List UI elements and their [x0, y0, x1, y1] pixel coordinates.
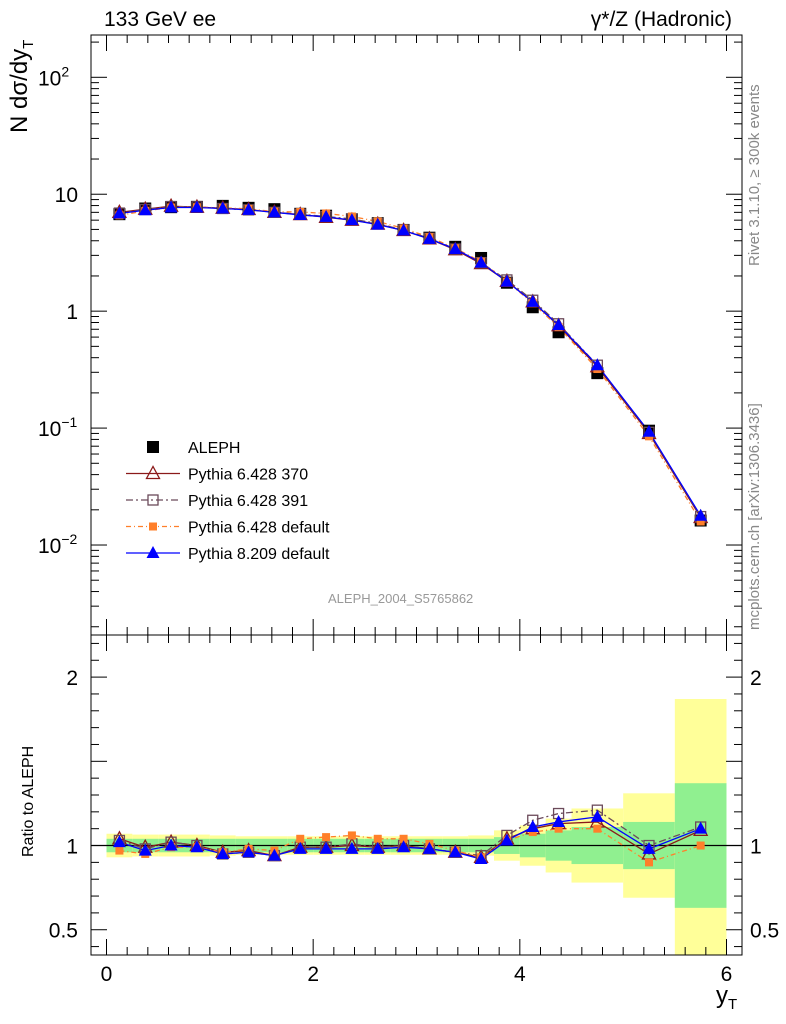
- lower-y-tick-label: 1: [66, 836, 78, 859]
- upper-point-pythia-8-209-default: [242, 202, 256, 215]
- upper-point-pythia-8-209-default: [694, 508, 708, 521]
- ratio-point-pythia-8-209-default: [642, 841, 656, 854]
- upper-point-pythia-8-209-default: [138, 203, 152, 216]
- upper-y-tick-label: 10−1: [38, 414, 78, 441]
- upper-point-pythia-8-209-default: [293, 207, 307, 220]
- ratio-point-pythia-8-209-default: [397, 840, 411, 853]
- lower-y-tick-label-right: 2: [750, 667, 762, 690]
- upper-point-pythia-8-209-default: [642, 424, 656, 437]
- rivet-version-label: Rivet 3.1.10, ≥ 300k events: [746, 84, 763, 266]
- lower-y-tick-label: 2: [66, 667, 78, 690]
- upper-point-pythia-8-209-default: [590, 358, 604, 371]
- upper-point-pythia-8-209-default: [319, 209, 333, 222]
- upper-point-pythia-8-209-default: [500, 274, 514, 287]
- ratio-point-pythia-8-209-default: [319, 841, 333, 854]
- x-tick-label: 4: [514, 963, 526, 986]
- upper-y-tick-label: 10: [55, 184, 78, 207]
- header-left-label: 133 GeV ee: [104, 8, 217, 31]
- upper-point-pythia-8-209-default: [552, 318, 566, 331]
- ratio-point-pythia-6-428-default: [296, 834, 305, 843]
- lower-y-tick-label: 0.5: [49, 920, 78, 943]
- ratio-point-pythia-8-209-default: [422, 841, 436, 854]
- ratio-plot-area: 0 2 4 6 0.5 0.5 1 1 2 2: [49, 634, 779, 986]
- upper-y-tick-exponent: 2: [61, 63, 69, 79]
- legend-marker-pythia-6-428-370: [145, 465, 161, 480]
- ratio-point-pythia-8-209-default: [345, 841, 359, 854]
- ratio-point-pythia-8-209-default: [216, 846, 230, 859]
- ratio-point-pythia-8-209-default: [112, 835, 126, 848]
- ratio-point-pythia-6-428-default: [115, 846, 124, 855]
- upper-point-pythia-8-209-default: [112, 206, 126, 219]
- upper-y-tick-exponent: −1: [61, 414, 77, 430]
- ratio-point-pythia-6-428-default: [528, 828, 537, 837]
- legend-label-pythia-6-428-391: Pythia 6.428 391: [188, 493, 308, 510]
- ratio-point-pythia-8-209-default: [138, 843, 152, 856]
- upper-y-tick-exponent: −2: [61, 531, 77, 547]
- ratio-point-pythia-8-209-default: [190, 840, 204, 853]
- lower-y-tick-label-right: 0.5: [750, 920, 779, 943]
- legend-label-aleph: ALEPH: [188, 440, 240, 457]
- upper-point-pythia-6-428-default: [696, 517, 705, 526]
- ratio-point-pythia-6-428-default: [399, 834, 408, 843]
- ratio-point-pythia-8-209-default: [164, 838, 178, 851]
- ratio-point-pythia-6-428-default: [645, 858, 653, 867]
- ratio-point-pythia-8-209-default: [448, 845, 462, 858]
- x-tick-label: 6: [721, 963, 733, 986]
- upper-point-pythia-8-209-default: [216, 201, 230, 214]
- upper-point-pythia-8-209-default: [448, 242, 462, 255]
- upper-point-pythia-8-209-default: [267, 205, 281, 218]
- ratio-point-pythia-6-428-default: [554, 824, 563, 833]
- ratio-point-pythia-6-428-default: [347, 831, 356, 840]
- lower-y-tick-label-right: 1: [750, 836, 762, 859]
- legend-label-pythia-6-428-default: Pythia 6.428 default: [188, 520, 330, 537]
- ratio-point-pythia-8-209-default: [526, 820, 540, 832]
- ratio-point-pythia-6-428-default: [322, 833, 331, 842]
- upper-point-pythia-8-209-default: [190, 200, 204, 213]
- legend-marker-pythia-6-428-default: [149, 522, 157, 531]
- ratio-point-pythia-6-428-default: [593, 824, 602, 833]
- legend-marker-pythia-6-428-391: [147, 494, 159, 506]
- upper-point-pythia-8-209-default: [526, 294, 540, 307]
- mcplots-reference-label: mcplots.cern.ch [arXiv:1306.3436]: [746, 403, 763, 630]
- legend-label-pythia-6-428-370: Pythia 6.428 370: [188, 467, 308, 484]
- x-axis-label: yT: [716, 982, 738, 1013]
- analysis-watermark: ALEPH_2004_S5765862: [328, 591, 474, 606]
- ratio-point-pythia-8-209-default: [552, 814, 566, 827]
- ratio-point-pythia-8-209-default: [694, 821, 708, 834]
- upper-point-pythia-8-209-default: [422, 231, 436, 244]
- upper-plot-frame: [90, 34, 743, 636]
- ratio-point-pythia-8-209-default: [242, 845, 256, 858]
- upper-point-pythia-8-209-default: [371, 217, 385, 230]
- upper-point-pythia-8-209-default: [397, 223, 411, 236]
- x-tick-label: 0: [101, 963, 113, 986]
- ratio-point-pythia-6-428-default: [696, 841, 705, 850]
- upper-y-tick-label: 1: [66, 301, 78, 324]
- header-right-label: γ*/Z (Hadronic): [590, 8, 732, 31]
- ratio-point-pythia-8-209-default: [500, 833, 514, 846]
- legend: ALEPH Pythia 6.428 370 Pythia 6.428 391 Pyt…: [126, 440, 330, 563]
- lower-y-axis-label: Ratio to ALEPH: [20, 745, 37, 857]
- upper-plot-area: 102 10 1 10−1 10−2: [38, 34, 743, 636]
- x-tick-label: 2: [307, 963, 319, 986]
- ratio-point-pythia-8-209-default: [267, 848, 281, 861]
- ratio-point-pythia-8-209-default: [371, 841, 385, 854]
- legend-marker-pythia-8-209-default: [146, 546, 160, 558]
- legend-label-pythia-8-209-default: Pythia 8.209 default: [188, 546, 330, 563]
- ratio-point-pythia-8-209-default: [474, 852, 488, 864]
- upper-point-pythia-8-209-default: [164, 200, 178, 213]
- upper-y-axis-label: N dσ/dyT: [6, 39, 37, 133]
- ratio-point-pythia-8-209-default: [590, 809, 604, 822]
- ratio-point-pythia-8-209-default: [293, 841, 307, 854]
- upper-point-pythia-8-209-default: [474, 255, 488, 268]
- ratio-point-pythia-6-428-default: [373, 834, 382, 843]
- legend-marker-aleph: [147, 441, 159, 453]
- upper-y-tick-label: 102: [38, 63, 69, 90]
- upper-point-pythia-8-209-default: [345, 213, 359, 226]
- upper-y-tick-label: 10−2: [38, 531, 78, 558]
